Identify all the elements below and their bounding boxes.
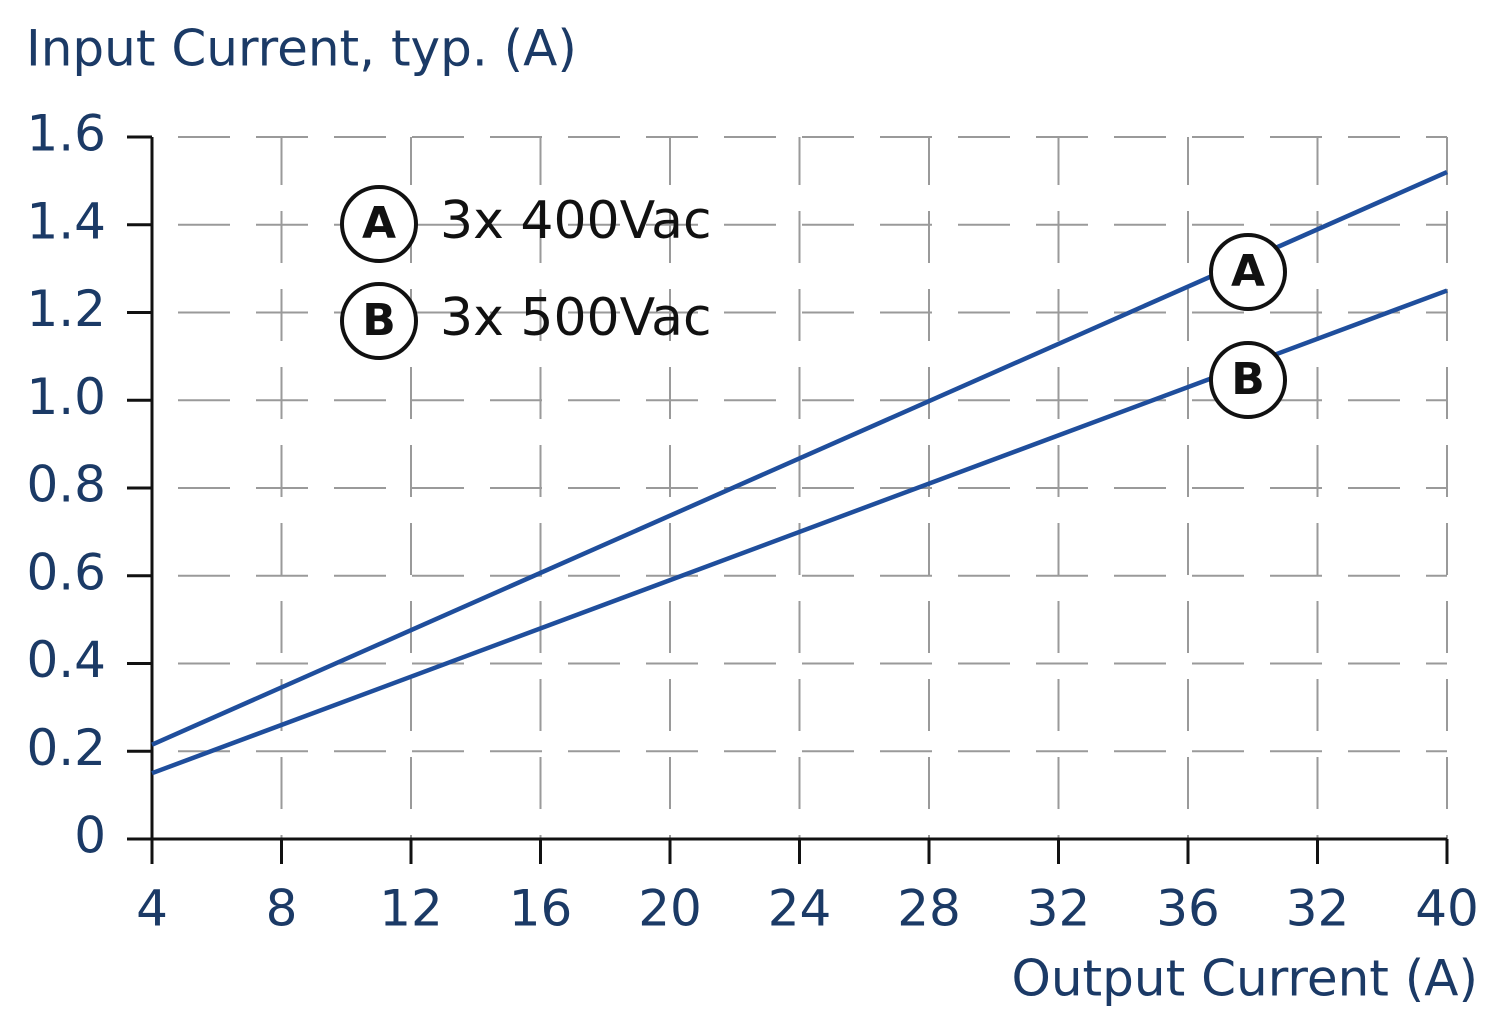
y-axis-label: Input Current, typ. (A) [26,20,577,78]
legend-letter: A [362,198,396,249]
x-tick-label: 32 [1286,880,1350,938]
line-label-letter: A [1231,246,1265,297]
x-tick-label: 36 [1156,880,1220,938]
legend-circle [340,185,418,263]
x-tick-label: 28 [897,880,961,938]
y-tick-label: 0.8 [26,456,106,514]
y-tick-label: 0.4 [26,631,106,689]
x-tick-label: 12 [379,880,443,938]
x-tick-label: 4 [136,880,168,938]
y-tick-label: 1.2 [26,280,106,338]
y-tick-label: 0 [74,807,106,865]
line-label-circle [1209,233,1287,311]
legend-letter: B [362,295,396,346]
line-label-letter: B [1231,354,1265,405]
x-tick-label: 20 [638,880,702,938]
x-tick-label: 40 [1415,880,1479,938]
x-tick-label: 32 [1027,880,1091,938]
x-tick-label: 8 [266,880,298,938]
legend-text: 3x 500Vac [440,288,712,348]
x-tick-label: 16 [509,880,573,938]
legend-text: 3x 400Vac [440,191,712,251]
y-tick-label: 0.2 [26,719,106,777]
x-tick-label: 24 [768,880,832,938]
line-label-circle [1209,341,1287,419]
y-tick-label: 1.0 [26,368,106,426]
legend-circle [340,282,418,360]
y-tick-label: 0.6 [26,543,106,601]
y-tick-label: 1.4 [26,192,106,250]
y-tick-label: 1.6 [26,105,106,163]
x-axis-label: Output Current (A) [1012,950,1478,1008]
